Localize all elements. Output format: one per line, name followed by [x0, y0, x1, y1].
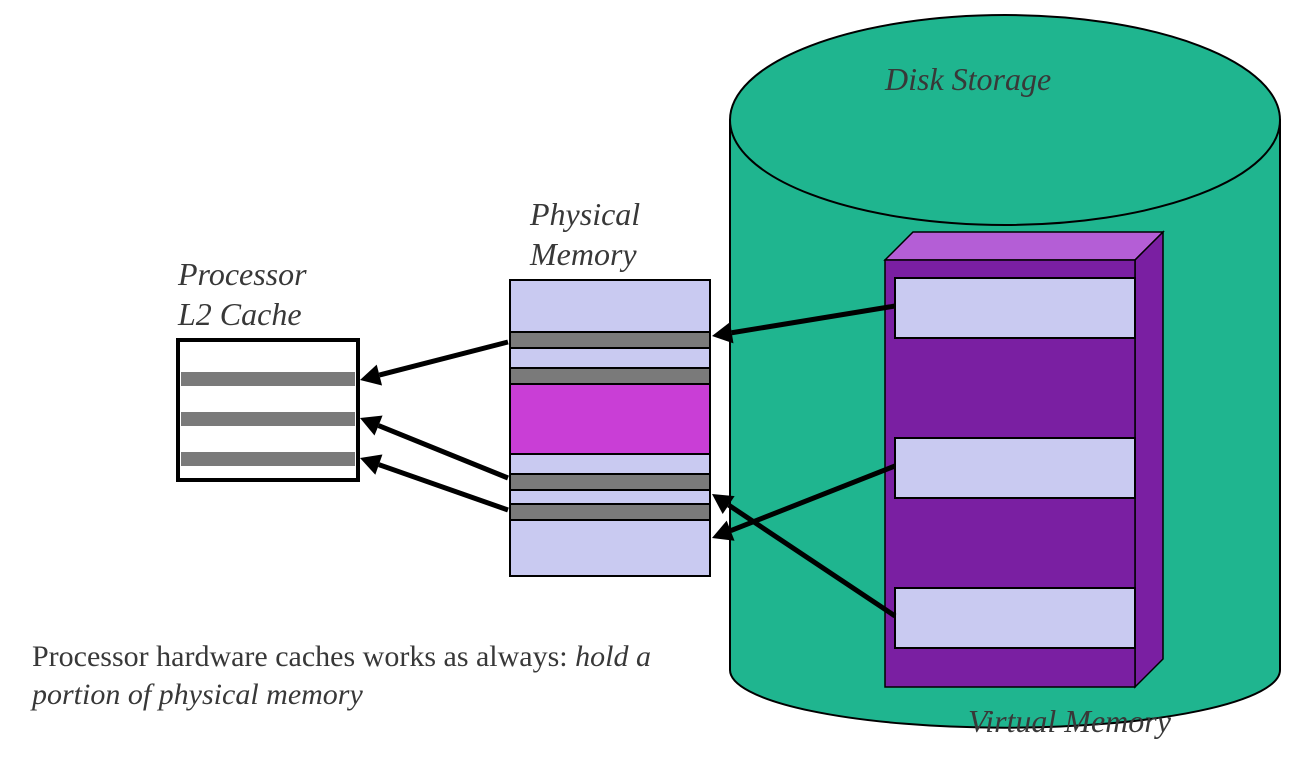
l2-cache-label-2: L2 Cache	[178, 295, 302, 333]
caption-plain: Processor hardware caches works as alway…	[32, 640, 575, 673]
virtual-memory-label: Virtual Memory	[968, 702, 1171, 740]
caption-text: Processor hardware caches works as alway…	[32, 638, 732, 713]
l2-cache-label-1: Processor	[178, 255, 307, 293]
physical-memory-label-1: Physical	[530, 195, 640, 233]
physical-memory-label-2: Memory	[530, 235, 637, 273]
disk-storage-label: Disk Storage	[885, 60, 1051, 98]
memory-hierarchy-diagram: { "type": "diagram", "canvas": { "width"…	[0, 0, 1296, 762]
